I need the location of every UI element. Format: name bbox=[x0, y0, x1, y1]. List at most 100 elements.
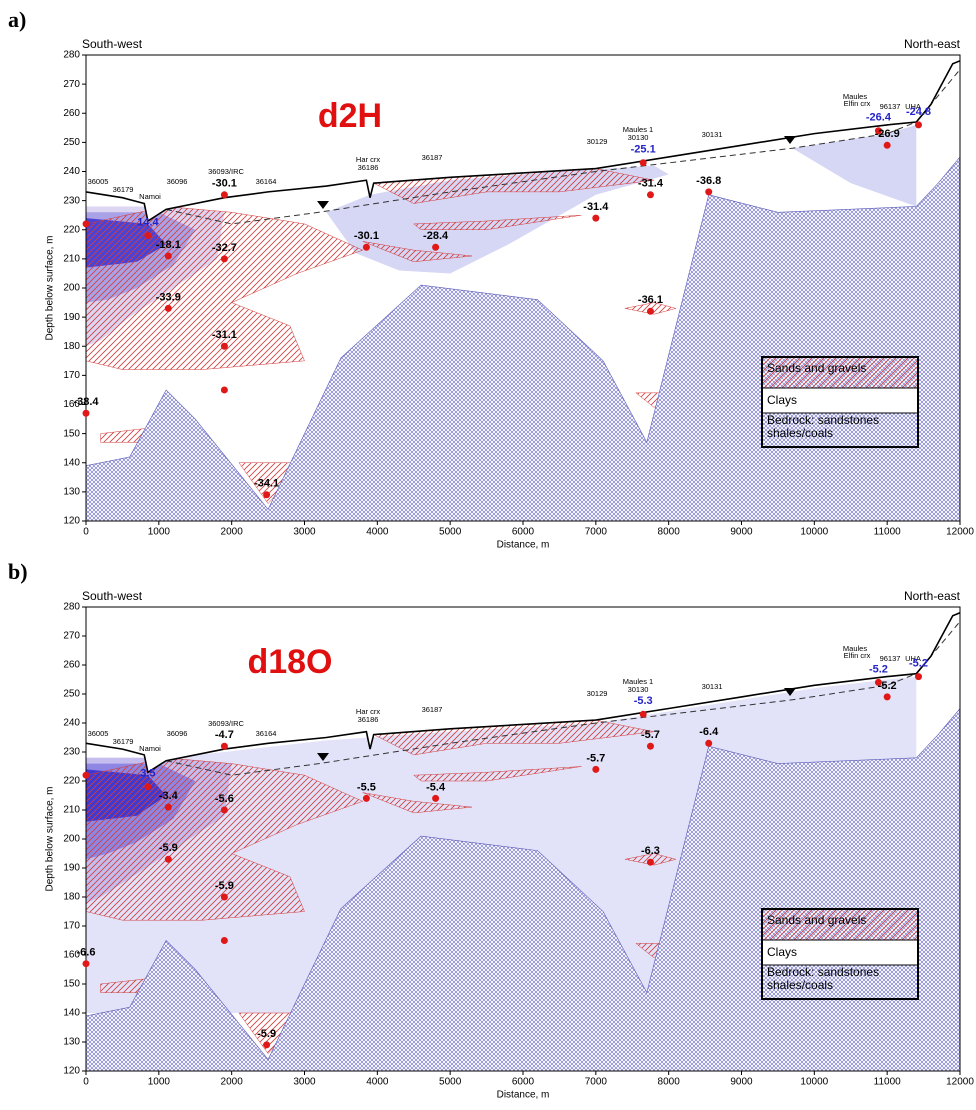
well-label: Namoi bbox=[139, 744, 161, 753]
sample-value: -5.7 bbox=[641, 729, 660, 741]
well-label: 30129 bbox=[587, 137, 608, 146]
sample-point bbox=[82, 960, 90, 968]
y-tick-label: 200 bbox=[63, 834, 80, 845]
legend-label: Clays bbox=[767, 393, 797, 407]
y-tick-label: 160 bbox=[63, 950, 80, 961]
well-label: 30129 bbox=[587, 689, 608, 698]
sample-value: -5.9 bbox=[159, 842, 178, 854]
sample-value: -5.2 bbox=[869, 663, 888, 675]
sample-value: -18.1 bbox=[156, 239, 181, 251]
sample-value: -5.5 bbox=[357, 781, 376, 793]
sample-value: -6.3 bbox=[641, 845, 660, 857]
y-tick-label: 260 bbox=[63, 108, 80, 119]
water-level-marker bbox=[317, 201, 329, 209]
sample-point bbox=[883, 141, 891, 149]
well-label: 36005 bbox=[88, 729, 109, 738]
sample-point bbox=[883, 693, 891, 701]
section-title: d18O bbox=[247, 643, 332, 681]
well-label: 30130 bbox=[628, 133, 649, 142]
y-tick-label: 230 bbox=[63, 747, 80, 758]
sample-value: -26.4 bbox=[866, 112, 892, 124]
well-label: 36096 bbox=[167, 177, 188, 186]
sample-point bbox=[220, 893, 228, 901]
x-axis-label: Distance, m bbox=[497, 540, 550, 551]
sample-point bbox=[82, 771, 90, 779]
well-label: 36186 bbox=[358, 163, 379, 172]
sample-point bbox=[646, 307, 654, 315]
sample-value: -3.4 bbox=[159, 790, 179, 802]
sample-value: -5.6 bbox=[215, 793, 234, 805]
sample-value: -30.1 bbox=[212, 178, 237, 190]
y-tick-label: 130 bbox=[63, 487, 80, 498]
sky bbox=[86, 607, 960, 773]
sample-value: -32.7 bbox=[212, 242, 237, 254]
sample-point bbox=[639, 710, 647, 718]
sample-point bbox=[874, 678, 882, 686]
sample-point bbox=[705, 739, 713, 747]
plot-area bbox=[86, 607, 960, 1071]
y-tick-label: 190 bbox=[63, 863, 80, 874]
sky bbox=[86, 55, 960, 222]
sample-value: -34.1 bbox=[254, 478, 279, 490]
ground-surface bbox=[86, 612, 960, 774]
sample-point bbox=[362, 243, 370, 251]
legend-frame bbox=[761, 908, 919, 1000]
y-tick-label: 260 bbox=[63, 660, 80, 671]
sample-point bbox=[592, 765, 600, 773]
sample-point bbox=[220, 742, 228, 750]
sample-value: -31.1 bbox=[212, 329, 237, 341]
y-tick-label: 210 bbox=[63, 254, 80, 265]
x-tick-label: 12000 bbox=[946, 1077, 974, 1088]
section-title: d2H bbox=[318, 97, 382, 135]
legend-frame bbox=[761, 356, 919, 448]
well-label: 36164 bbox=[256, 729, 277, 738]
y-tick-label: 250 bbox=[63, 137, 80, 148]
y-tick-label: 240 bbox=[63, 718, 80, 729]
sand-lens bbox=[413, 214, 582, 230]
x-tick-label: 9000 bbox=[730, 527, 753, 538]
legend-sand-swatch bbox=[762, 357, 918, 388]
sample-point bbox=[914, 673, 922, 681]
y-tick-label: 280 bbox=[63, 50, 80, 61]
x-tick-label: 4000 bbox=[366, 527, 389, 538]
sample-value: 14.4 bbox=[137, 216, 159, 228]
y-tick-label: 150 bbox=[63, 979, 80, 990]
y-tick-label: 120 bbox=[63, 1066, 80, 1077]
y-tick-label: 140 bbox=[63, 1008, 80, 1019]
panel-label: b) bbox=[8, 559, 28, 584]
well-label: 36096 bbox=[167, 729, 188, 738]
right-direction: North-east bbox=[904, 589, 961, 603]
sample-value: -33.9 bbox=[156, 291, 181, 303]
sand-lens bbox=[362, 792, 473, 814]
sample-value: -5.3 bbox=[634, 695, 653, 707]
sample-value: -26.9 bbox=[875, 128, 900, 140]
sample-point bbox=[164, 252, 172, 260]
well-label: 36179 bbox=[113, 737, 134, 746]
x-tick-label: 3000 bbox=[293, 1077, 316, 1088]
sand-lens bbox=[362, 241, 473, 263]
sample-point bbox=[263, 491, 271, 499]
well-label: Har crx bbox=[356, 155, 380, 164]
sample-point bbox=[220, 342, 228, 350]
legend-label: Bedrock: sandstones bbox=[767, 965, 879, 979]
x-tick-label: 9000 bbox=[730, 1077, 753, 1088]
y-tick-label: 270 bbox=[63, 79, 80, 90]
legend-clay-swatch bbox=[762, 940, 918, 965]
legend-bedrock-swatch bbox=[762, 965, 918, 999]
water-table bbox=[166, 621, 960, 776]
sample-point bbox=[220, 255, 228, 263]
sample-point bbox=[592, 214, 600, 222]
legend-sand-swatch bbox=[762, 909, 918, 940]
plot-area bbox=[86, 55, 960, 521]
x-tick-label: 7000 bbox=[585, 527, 608, 538]
x-tick-label: 11000 bbox=[874, 1077, 902, 1088]
x-tick-label: 8000 bbox=[658, 527, 681, 538]
water-level-marker bbox=[784, 688, 796, 696]
y-tick-label: 180 bbox=[63, 892, 80, 903]
sample-value: -31.4 bbox=[638, 178, 664, 190]
y-tick-label: 150 bbox=[63, 428, 80, 439]
x-tick-label: 0 bbox=[83, 1077, 89, 1088]
sample-point bbox=[164, 855, 172, 863]
sample-value: -5.2 bbox=[878, 680, 897, 692]
